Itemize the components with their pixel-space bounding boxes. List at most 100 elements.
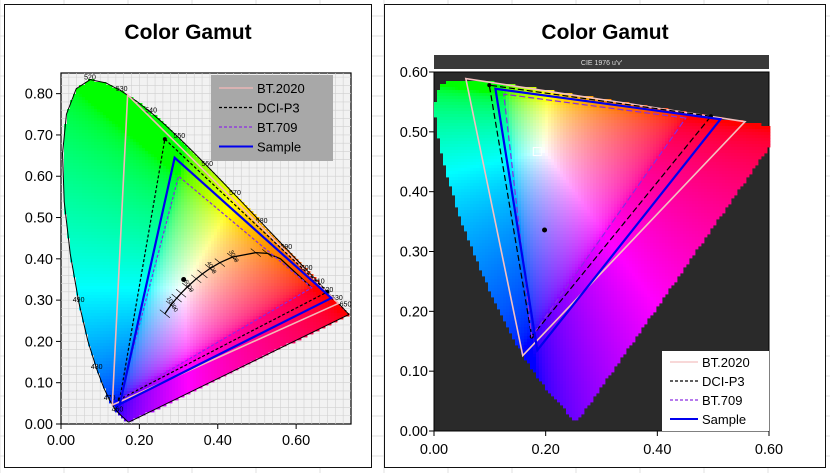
left-fill-cell bbox=[106, 184, 110, 188]
left-fill-cell bbox=[214, 346, 218, 350]
left-fill-cell bbox=[91, 91, 95, 95]
left-fill-cell bbox=[145, 223, 149, 227]
left-fill-cell bbox=[112, 235, 116, 239]
left-fill-cell bbox=[79, 169, 83, 173]
left-fill-cell bbox=[142, 124, 146, 128]
left-fill-cell bbox=[175, 304, 179, 308]
left-fill-cell bbox=[187, 166, 191, 170]
left-fill-cell bbox=[145, 133, 149, 137]
left-fill-cell bbox=[175, 139, 179, 143]
left-fill-cell bbox=[172, 178, 176, 182]
left-fill-cell bbox=[130, 199, 134, 203]
left-fill-cell bbox=[103, 157, 107, 161]
left-fill-cell bbox=[130, 151, 134, 155]
left-fill-cell bbox=[139, 211, 143, 215]
left-fill-cell bbox=[157, 238, 161, 242]
left-fill-cell bbox=[100, 151, 104, 155]
left-fill-cell bbox=[166, 298, 170, 302]
left-fill-cell bbox=[202, 163, 206, 167]
left-fill-cell bbox=[82, 310, 86, 314]
left-fill-cell bbox=[130, 337, 134, 341]
left-fill-cell bbox=[160, 358, 164, 362]
left-fill-cell bbox=[103, 343, 107, 347]
left-fill-cell bbox=[139, 175, 143, 179]
left-fill-cell bbox=[220, 217, 224, 221]
left-fill-cell bbox=[199, 244, 203, 248]
left-fill-cell bbox=[82, 130, 86, 134]
left-fill-cell bbox=[97, 112, 101, 116]
left-fill-cell bbox=[88, 184, 92, 188]
left-fill-cell bbox=[217, 187, 221, 191]
left-fill-cell bbox=[82, 274, 86, 278]
left-fill-cell bbox=[208, 292, 212, 296]
left-fill-cell bbox=[196, 277, 200, 281]
left-fill-cell bbox=[94, 106, 98, 110]
left-fill-cell bbox=[97, 325, 101, 329]
left-fill-cell bbox=[160, 148, 164, 152]
left-fill-cell bbox=[100, 316, 104, 320]
left-fill-cell bbox=[223, 310, 227, 314]
left-fill-cell bbox=[94, 115, 98, 119]
left-fill-cell bbox=[178, 307, 182, 311]
left-fill-cell bbox=[199, 181, 203, 185]
left-fill-cell bbox=[136, 376, 140, 380]
left-fill-cell bbox=[190, 166, 194, 170]
left-fill-cell bbox=[67, 196, 71, 200]
left-fill-cell bbox=[82, 196, 86, 200]
left-fill-cell bbox=[112, 343, 116, 347]
left-fill-cell bbox=[163, 244, 167, 248]
left-fill-cell bbox=[88, 127, 92, 131]
left-fill-cell bbox=[64, 157, 68, 161]
left-fill-cell bbox=[124, 250, 128, 254]
left-fill-cell bbox=[121, 94, 125, 98]
left-fill-cell bbox=[103, 295, 107, 299]
left-fill-cell bbox=[76, 142, 80, 146]
left-fill-cell bbox=[121, 235, 125, 239]
left-fill-cell bbox=[136, 124, 140, 128]
left-fill-cell bbox=[127, 175, 131, 179]
left-fill-cell bbox=[235, 274, 239, 278]
left-fill-cell bbox=[145, 166, 149, 170]
left-fill-cell bbox=[223, 274, 227, 278]
left-fill-cell bbox=[100, 286, 104, 290]
left-fill-cell bbox=[196, 235, 200, 239]
left-fill-cell bbox=[106, 244, 110, 248]
left-fill-cell bbox=[160, 229, 164, 233]
left-fill-cell bbox=[142, 217, 146, 221]
left-fill-cell bbox=[223, 238, 227, 242]
left-fill-cell bbox=[100, 241, 104, 245]
left-fill-cell bbox=[214, 358, 218, 362]
left-fill-cell bbox=[136, 172, 140, 176]
left-fill-cell bbox=[103, 130, 107, 134]
left-fill-cell bbox=[175, 250, 179, 254]
left-fill-cell bbox=[190, 340, 194, 344]
left-fill-cell bbox=[76, 205, 80, 209]
left-fill-cell bbox=[103, 250, 107, 254]
left-fill-cell bbox=[223, 358, 227, 362]
left-fill-cell bbox=[103, 208, 107, 212]
left-fill-cell bbox=[208, 307, 212, 311]
left-fill-cell bbox=[139, 196, 143, 200]
left-fill-cell bbox=[100, 115, 104, 119]
left-fill-cell bbox=[214, 331, 218, 335]
left-fill-cell bbox=[157, 139, 161, 143]
left-fill-cell bbox=[124, 169, 128, 173]
left-fill-cell bbox=[127, 412, 131, 416]
left-fill-cell bbox=[181, 310, 185, 314]
left-fill-cell bbox=[214, 337, 218, 341]
left-fill-cell bbox=[130, 409, 134, 413]
left-fill-cell bbox=[163, 352, 167, 356]
left-fill-cell bbox=[217, 328, 221, 332]
left-fill-cell bbox=[109, 322, 113, 326]
left-fill-cell bbox=[91, 346, 95, 350]
left-fill-cell bbox=[214, 289, 218, 293]
left-fill-cell bbox=[169, 223, 173, 227]
left-fill-cell bbox=[91, 259, 95, 263]
left-fill-cell bbox=[85, 175, 89, 179]
left-fill-cell bbox=[73, 133, 77, 137]
left-fill-cell bbox=[190, 322, 194, 326]
left-fill-cell bbox=[73, 106, 77, 110]
left-fill-cell bbox=[160, 346, 164, 350]
left-fill-cell bbox=[211, 229, 215, 233]
left-fill-cell bbox=[166, 340, 170, 344]
